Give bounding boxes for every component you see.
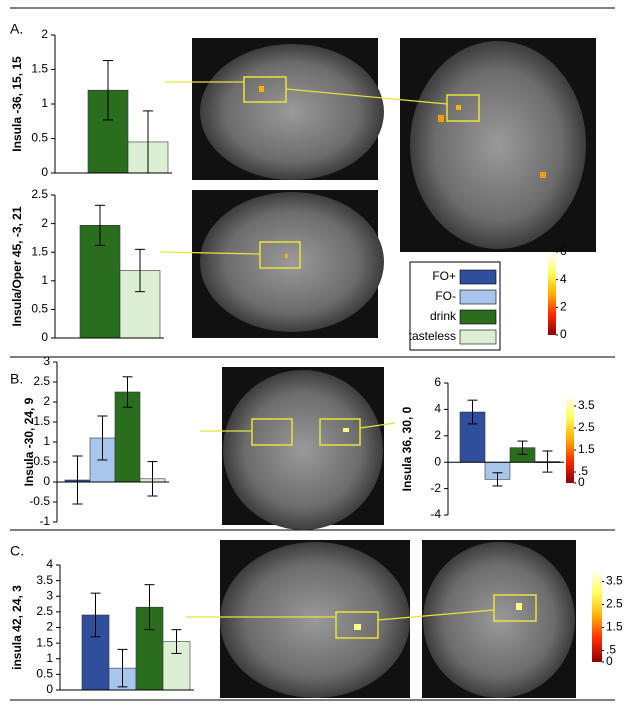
colorbar-tick-label: 6 bbox=[560, 244, 567, 258]
colorbar-tick-label: 0 bbox=[560, 327, 567, 341]
panel-label: B. bbox=[10, 371, 23, 387]
y-tick-label: 2.5 bbox=[31, 187, 48, 201]
y-axis-label: Insula/Oper 45, -3, 21 bbox=[10, 206, 24, 326]
y-tick-label: 1 bbox=[46, 651, 53, 665]
y-tick-label: -4 bbox=[430, 507, 441, 521]
y-tick-label: 0 bbox=[41, 330, 48, 344]
brain-image bbox=[192, 38, 384, 180]
y-tick-label: 0.5 bbox=[31, 131, 48, 145]
y-tick-label: -2 bbox=[430, 481, 441, 495]
legend-swatch bbox=[459, 309, 497, 325]
y-tick-label: 0 bbox=[41, 165, 48, 179]
legend-swatch bbox=[459, 289, 497, 305]
y-tick-label: 2 bbox=[46, 620, 53, 634]
y-tick-label: 0.5 bbox=[33, 454, 50, 468]
y-axis-label: insula 42, 24, 3 bbox=[10, 585, 24, 670]
y-tick-label: 2 bbox=[43, 394, 50, 408]
y-tick-label: 3 bbox=[46, 588, 53, 602]
y-tick-label: 0 bbox=[46, 682, 53, 696]
y-tick-label: 1 bbox=[41, 273, 48, 287]
y-tick-label: 3.5 bbox=[36, 573, 53, 587]
y-tick-label: 2 bbox=[434, 428, 441, 442]
brain-image bbox=[220, 540, 410, 698]
colorbar-tick-label: .5 bbox=[578, 464, 588, 478]
colorbar-tick-label: 4 bbox=[560, 272, 567, 286]
y-tick-label: 6 bbox=[434, 375, 441, 389]
colorbar-tick-label: 2 bbox=[560, 300, 567, 314]
colorbar-tick-label: 3.5 bbox=[606, 574, 623, 588]
brain-image bbox=[400, 38, 596, 252]
colorbar-tick-label: 1.5 bbox=[606, 620, 623, 634]
y-tick-label: 0 bbox=[43, 474, 50, 488]
y-tick-label: 0.5 bbox=[36, 667, 53, 681]
y-tick-label: 4 bbox=[434, 402, 441, 416]
colorbar-tick-label: 1.5 bbox=[578, 442, 595, 456]
colorbar bbox=[548, 252, 556, 335]
legend-label: drink bbox=[430, 309, 457, 323]
y-tick-label: 4 bbox=[46, 557, 53, 571]
legend-swatch bbox=[459, 269, 497, 285]
y-tick-label: 1.5 bbox=[31, 244, 48, 258]
y-tick-label: 0.5 bbox=[31, 302, 48, 316]
y-axis-label: Insula -30, 24, 9 bbox=[22, 397, 36, 486]
y-tick-label: 2.5 bbox=[33, 374, 50, 388]
brain-image bbox=[222, 367, 384, 530]
colorbar-tick-label: 2.5 bbox=[578, 420, 595, 434]
y-axis-label: Insula 36, 30, 0 bbox=[400, 406, 414, 491]
legend-label: FO- bbox=[435, 289, 456, 303]
panel-label: A. bbox=[10, 21, 23, 37]
colorbar bbox=[592, 570, 602, 662]
legend-label: FO+ bbox=[432, 269, 456, 283]
y-tick-label: 2.5 bbox=[36, 604, 53, 618]
brain-image bbox=[422, 540, 576, 698]
y-tick-label: 1 bbox=[41, 96, 48, 110]
colorbar-tick-label: 0 bbox=[606, 654, 613, 668]
y-tick-label: 1.5 bbox=[33, 414, 50, 428]
y-tick-label: 2 bbox=[41, 27, 48, 41]
y-tick-label: -1 bbox=[39, 514, 50, 528]
y-tick-label: 0 bbox=[434, 454, 441, 468]
y-axis-label: Insula -36, 15, 15 bbox=[10, 56, 24, 152]
colorbar-tick-label: 2.5 bbox=[606, 597, 623, 611]
y-tick-label: 1.5 bbox=[31, 62, 48, 76]
y-tick-label: 1.5 bbox=[36, 635, 53, 649]
y-tick-label: 2 bbox=[41, 216, 48, 230]
brain-image bbox=[192, 190, 384, 338]
connector bbox=[159, 81, 495, 621]
colorbar bbox=[566, 395, 574, 483]
y-tick-label: 1 bbox=[43, 434, 50, 448]
y-tick-label: 3 bbox=[43, 354, 50, 368]
legend-swatch bbox=[459, 329, 497, 345]
colorbar-tick-label: 0 bbox=[578, 475, 585, 489]
panel-label: C. bbox=[10, 543, 24, 559]
colorbar-tick-label: 3.5 bbox=[578, 398, 595, 412]
legend-label: tasteless bbox=[409, 329, 456, 343]
y-tick-label: -0.5 bbox=[29, 494, 50, 508]
colorbar-tick-label: .5 bbox=[606, 643, 616, 657]
